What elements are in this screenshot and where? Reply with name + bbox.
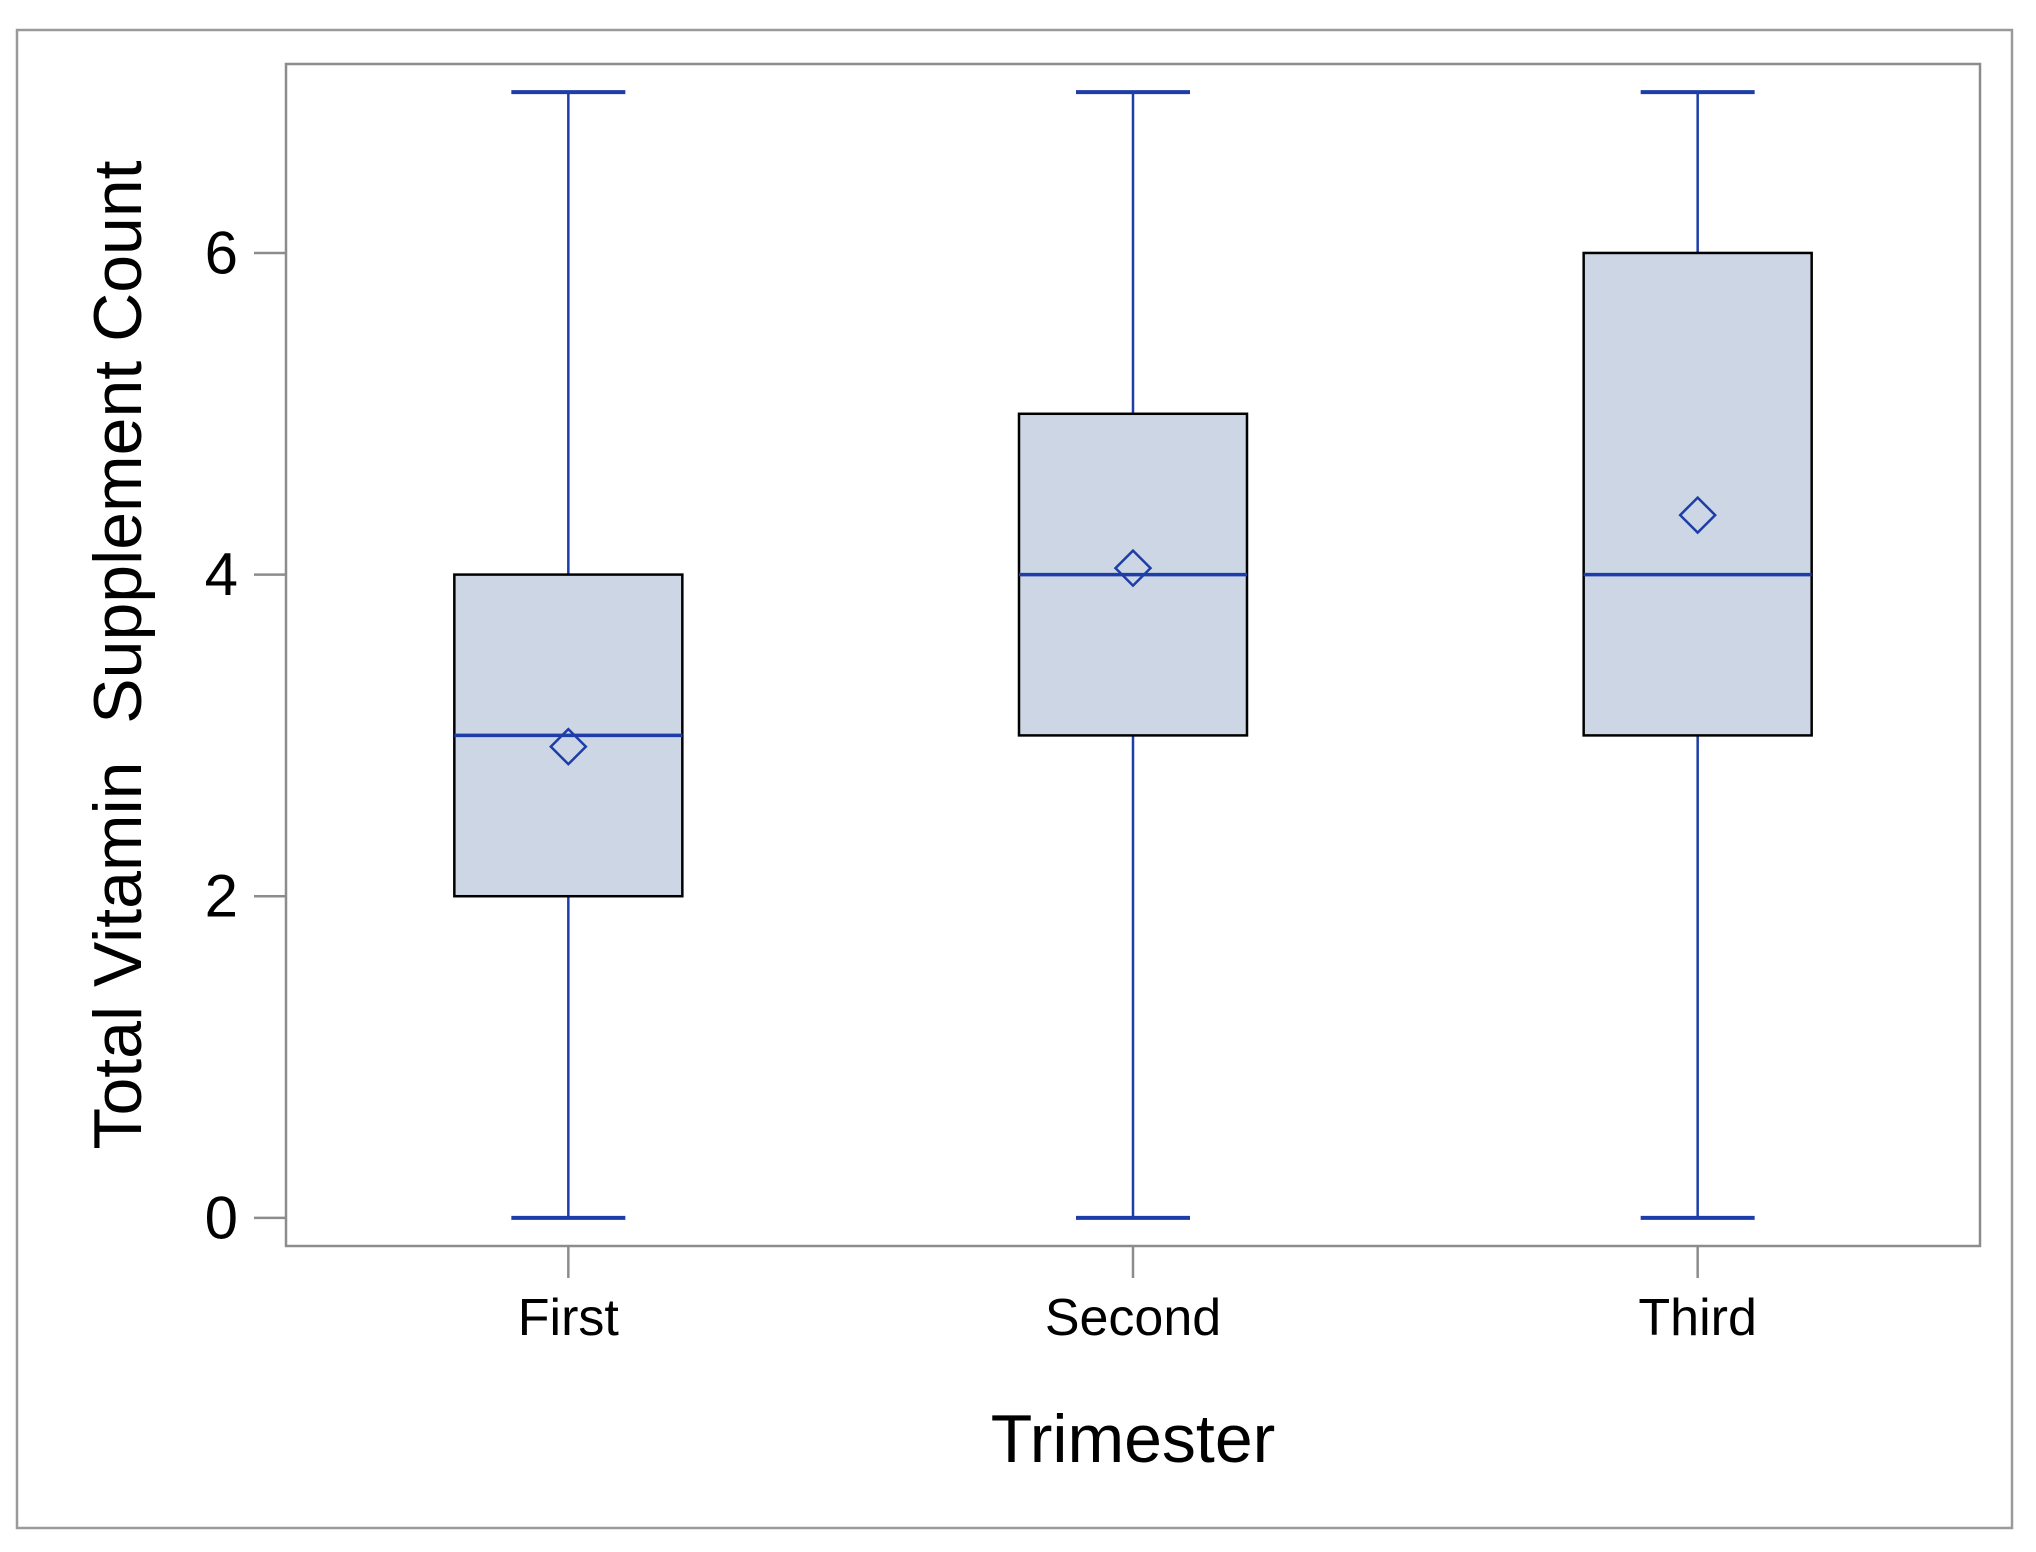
mean-diamond-marker — [1113, 548, 1153, 588]
box-rect — [1582, 251, 1813, 737]
y-tick-label: 6 — [205, 219, 238, 286]
y-axis-title: Total Vitamin Supplement Count — [80, 160, 156, 1149]
plot-marks: 0 2 4 6 First Second Third — [205, 90, 1813, 1347]
y-tick-label: 0 — [205, 1184, 238, 1251]
mean-diamond-marker — [549, 727, 588, 766]
x-tick-label: Second — [1045, 1289, 1221, 1347]
figure-border — [15, 28, 2014, 1530]
x-tick-label: Third — [1638, 1289, 1756, 1347]
mean-diamond-marker — [1678, 495, 1717, 535]
y-tick-label: 2 — [205, 863, 238, 930]
x-tick-label: First — [518, 1289, 620, 1347]
x-axis-title: Trimester — [991, 1401, 1276, 1477]
y-tick-label: 4 — [205, 541, 238, 608]
